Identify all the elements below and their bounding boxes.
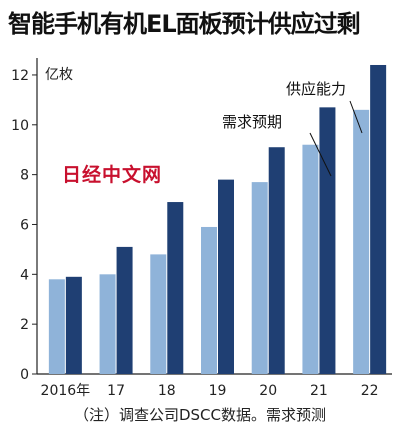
demand-bar	[201, 226, 217, 374]
x-tick-label: 2016年	[41, 383, 91, 399]
y-axis-unit: 亿枚	[45, 67, 73, 83]
x-tick-label: 20	[259, 383, 277, 399]
supply-bar	[370, 64, 387, 374]
y-tick-label: 6	[20, 217, 29, 233]
chart-title: 智能手机有机EL面板预计供应过剩	[8, 10, 361, 38]
x-tick-label: 19	[209, 383, 227, 399]
x-tick-label: 22	[361, 383, 379, 399]
demand-bar	[99, 274, 116, 374]
supply-bar	[116, 246, 133, 374]
y-tick-label: 4	[20, 267, 29, 283]
y-tick-label: 2	[20, 317, 29, 333]
legend-label: 供应能力	[286, 80, 346, 98]
supply-bar	[167, 202, 184, 374]
source-note: （注）调查公司DSCC数据。需求预测	[73, 406, 327, 424]
legend-leader-line	[349, 100, 363, 134]
supply-bar	[65, 276, 82, 374]
watermark-logo: 日经中文网	[62, 164, 163, 186]
x-tick-label: 21	[310, 383, 328, 399]
demand-bar	[150, 254, 167, 374]
demand-bar	[48, 279, 65, 374]
y-tick-label: 10	[11, 118, 29, 134]
bars	[48, 64, 387, 374]
demand-bar	[251, 182, 268, 374]
x-tick-label: 18	[158, 383, 176, 399]
demand-bar	[353, 109, 370, 374]
legend-leader-line	[309, 132, 332, 177]
supply-bar	[319, 107, 336, 374]
supply-bar	[268, 147, 285, 374]
demand-bar	[302, 144, 319, 374]
x-tick-label: 17	[107, 383, 125, 399]
supply-bar	[218, 179, 234, 374]
y-tick-label: 8	[20, 168, 29, 184]
y-tick-label: 12	[11, 68, 29, 84]
y-tick-label: 0	[20, 367, 29, 383]
legend-label: 需求预期	[222, 113, 282, 131]
